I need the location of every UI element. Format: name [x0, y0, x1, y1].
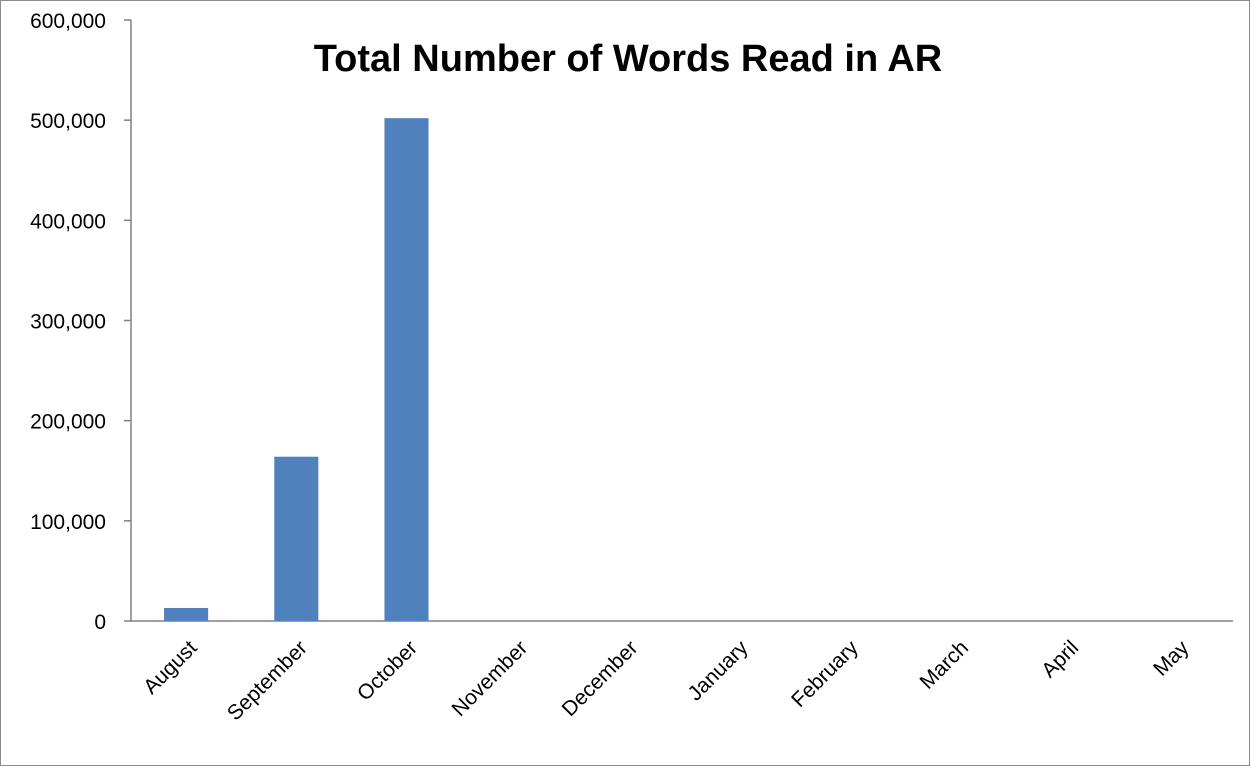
y-tick-label: 0 — [94, 611, 106, 634]
x-tick-label: August — [139, 636, 202, 699]
y-tick-label: 400,000 — [30, 210, 106, 233]
bars — [164, 118, 429, 621]
y-tick-label: 600,000 — [30, 10, 106, 33]
x-tick-label: April — [1037, 636, 1083, 682]
bar-september — [274, 456, 319, 621]
x-tick-label: November — [447, 636, 532, 721]
x-tick-label: October — [353, 636, 422, 705]
x-tick-label: May — [1149, 636, 1194, 681]
bar-october — [384, 118, 429, 621]
x-tick-label: March — [916, 636, 974, 694]
x-tick-label: September — [223, 636, 312, 725]
x-tick-label: February — [787, 636, 863, 712]
y-axis: 0 100,000 200,000 300,000 400,000 500,000 600,… — [30, 10, 132, 634]
chart-title: Total Number of Words Read in AR — [314, 38, 942, 80]
x-tick-label: January — [684, 636, 753, 705]
y-tick-label: 100,000 — [30, 511, 106, 534]
y-tick-label: 300,000 — [30, 311, 106, 334]
y-tick-label: 500,000 — [30, 110, 106, 133]
bar-august — [164, 607, 209, 621]
y-tick-label: 200,000 — [30, 411, 106, 434]
x-tick-label: December — [558, 636, 643, 721]
x-axis: August September October November December Ja… — [131, 620, 1233, 725]
